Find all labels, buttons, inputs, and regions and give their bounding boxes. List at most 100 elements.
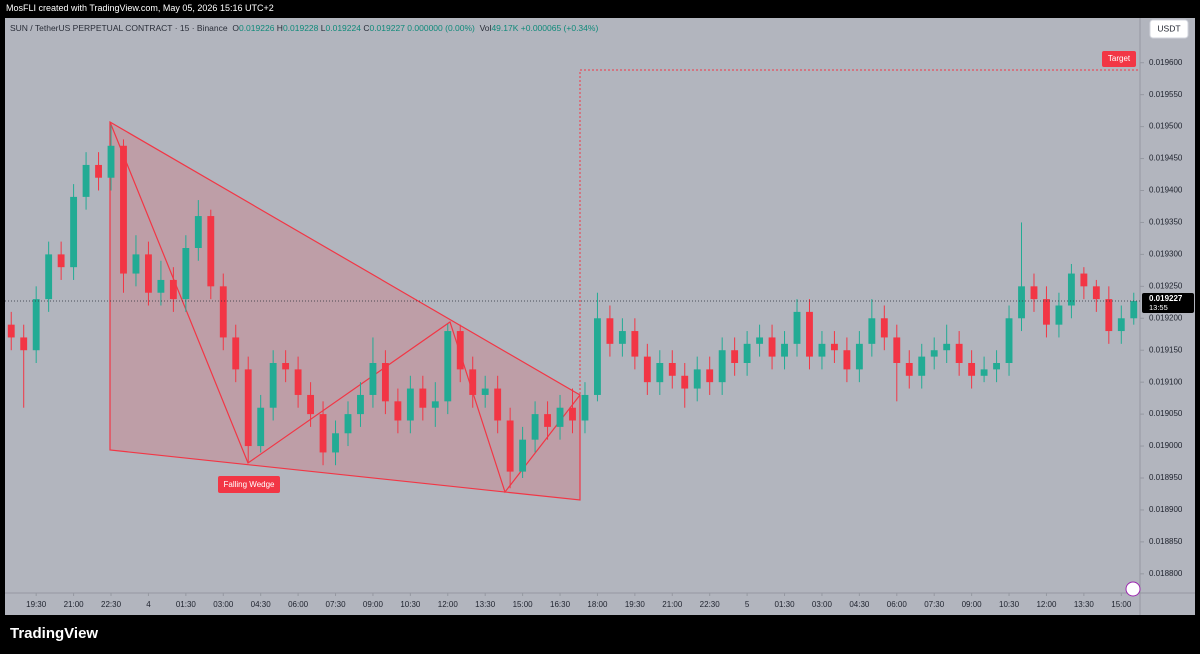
credit: MosFLI created with TradingView.com, May…	[6, 3, 274, 13]
y-tick-label: 0.019450	[1149, 154, 1183, 163]
y-tick-label: 0.019300	[1149, 249, 1183, 258]
currency[interactable]: USDT	[1157, 23, 1180, 33]
x-tick-label: 10:30	[400, 600, 421, 609]
annotation-box	[1102, 51, 1136, 67]
candle-body	[606, 318, 614, 344]
y-tick-label: 0.018850	[1149, 537, 1183, 546]
candle-body	[918, 356, 926, 376]
candle-body	[1105, 299, 1113, 332]
x-tick-label: 07:30	[924, 600, 945, 609]
candle-body	[95, 164, 102, 178]
x-tick-label: 09:00	[363, 600, 384, 609]
candle-body	[618, 331, 626, 344]
candle-body	[207, 216, 215, 287]
x-tick-label: 10:30	[999, 600, 1020, 609]
x-tick-label: 22:30	[700, 600, 721, 609]
candle-body	[943, 343, 951, 351]
y-tick-label: 0.019500	[1149, 122, 1183, 131]
candle-body	[631, 331, 639, 357]
ohlc-label: L	[320, 23, 326, 33]
candle-body	[531, 414, 539, 440]
currency-button[interactable]	[1149, 19, 1189, 39]
candle-body	[219, 286, 227, 338]
x-tick-label: 06:00	[887, 600, 908, 609]
y-tick-label: 0.019000	[1149, 441, 1183, 450]
candle-body	[1130, 301, 1138, 319]
x-tick-label: 09:00	[962, 600, 983, 609]
candle-body	[768, 337, 776, 357]
candle-body	[1005, 318, 1013, 363]
candle-body	[194, 216, 202, 248]
annotation-box	[218, 476, 280, 493]
x-tick-label: 01:30	[176, 600, 197, 609]
x-tick-label: 19:30	[26, 600, 47, 609]
candle-body	[506, 420, 514, 472]
candle-body	[120, 145, 127, 274]
candle-body	[369, 363, 377, 395]
candle-body	[469, 369, 477, 395]
candle-body	[843, 350, 851, 370]
y-tick-label: 0.018950	[1149, 473, 1183, 482]
x-tick-label: 15:00	[1111, 600, 1132, 609]
candle-body	[968, 363, 976, 376]
price-label: 0.019227	[1149, 294, 1183, 303]
x-tick-label: 12:00	[438, 600, 459, 609]
ohlc-label: O	[232, 23, 239, 33]
x-tick-label: 5	[745, 600, 750, 609]
alert-icon[interactable]	[1125, 581, 1141, 597]
ohlc-label: C	[363, 23, 370, 33]
candle-body	[269, 363, 277, 408]
candle-body	[431, 401, 439, 408]
annotation: Target	[1108, 54, 1131, 63]
x-tick-label: 15:00	[513, 600, 534, 609]
y-tick-label: 0.019250	[1149, 281, 1183, 290]
candle-body	[818, 343, 826, 357]
y-tick-label: 0.019150	[1149, 345, 1183, 354]
x-tick-label: 13:30	[475, 600, 496, 609]
ohlc-value: 0.019224	[325, 23, 361, 33]
candle-body	[993, 363, 1000, 370]
candle-body	[868, 318, 876, 344]
candle-body	[294, 369, 302, 395]
vol-label: Vol	[479, 23, 492, 33]
candle-body	[731, 350, 739, 363]
chart-background	[5, 18, 1195, 615]
candle-body	[1030, 286, 1038, 300]
candle-body	[57, 254, 65, 268]
candle-body	[381, 363, 389, 402]
candle-body	[880, 318, 888, 338]
x-tick-label: 12:00	[1036, 600, 1057, 609]
candle-body	[643, 356, 651, 383]
candle-body	[905, 363, 913, 376]
candle-body	[357, 394, 364, 415]
candle-body	[419, 388, 427, 408]
candle-body	[145, 254, 152, 293]
candle-body	[681, 375, 689, 389]
symbol: SUN / TetherUS PERPETUAL CONTRACT · 15 ·…	[10, 23, 228, 33]
candle-body	[581, 394, 589, 421]
x-tick-label: 03:00	[812, 600, 833, 609]
price-label-box	[1142, 293, 1194, 314]
y-tick-label: 0.019050	[1149, 409, 1183, 418]
x-tick-label: 21:00	[662, 600, 683, 609]
x-tick-label: 07:30	[326, 600, 347, 609]
candle-body	[406, 388, 414, 421]
y-tick-label: 0.019400	[1149, 186, 1183, 195]
ohlc-label: H	[276, 23, 283, 33]
x-tick-label: 22:30	[101, 600, 122, 609]
x-tick-label: 01:30	[775, 600, 796, 609]
candle-body	[257, 407, 265, 447]
candle-body	[132, 254, 140, 274]
candle-body	[20, 337, 28, 351]
candle-body	[319, 414, 327, 453]
candle-body	[1018, 286, 1025, 319]
x-tick-label: 21:00	[64, 600, 85, 609]
change: 0.000000 (0.00%)	[407, 23, 475, 33]
candle-body	[157, 279, 165, 293]
candle-body	[556, 407, 564, 427]
candle-body	[282, 363, 290, 370]
candle-body	[494, 388, 502, 421]
candle-body	[544, 414, 551, 427]
x-tick-label: 06:00	[288, 600, 309, 609]
